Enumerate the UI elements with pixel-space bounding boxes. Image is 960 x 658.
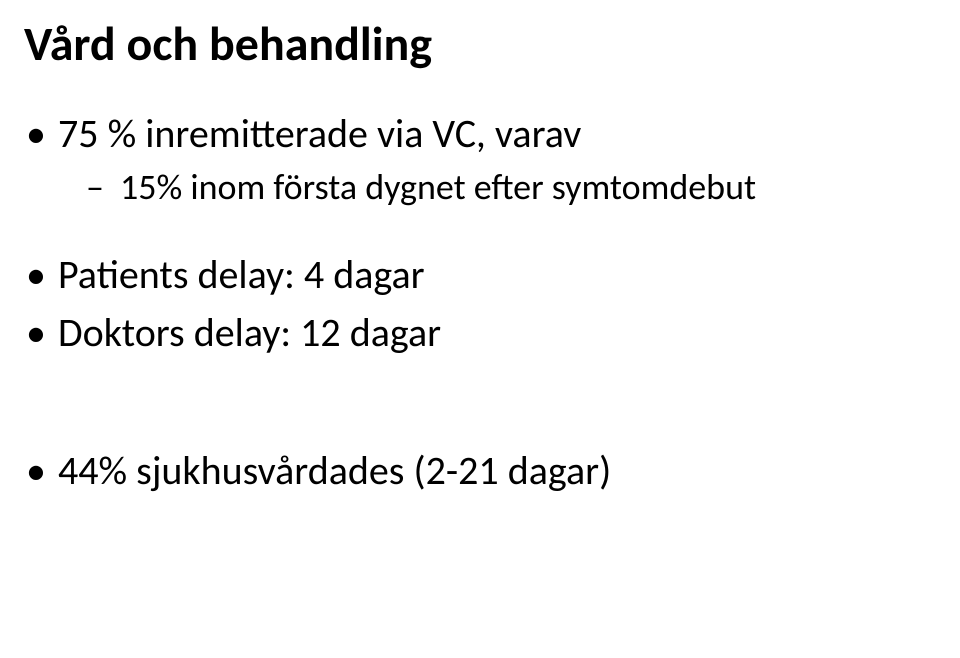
bullet-text: 44% sjukhusvårdades (2-21 dagar) xyxy=(58,446,611,495)
slide-title: Vård och behandling xyxy=(24,18,936,71)
list-item: Doktors delay: 12 dagar xyxy=(24,308,936,358)
list-item: Patients delay: 4 dagar xyxy=(24,250,936,300)
sub-list: 15% inom första dygnet efter symtomdebut xyxy=(58,165,936,210)
list-item: 15% inom första dygnet efter symtomdebut xyxy=(58,165,936,210)
bullet-text: Doktors delay: 12 dagar xyxy=(58,308,441,357)
slide: Vård och behandling 75 % inremitterade v… xyxy=(0,0,960,658)
bullet-text: Patients delay: 4 dagar xyxy=(58,250,425,299)
bullet-text: 75 % inremitterade via VC, varav xyxy=(58,109,581,158)
bullet-list: 75 % inremitterade via VC, varav 15% ino… xyxy=(24,109,936,496)
list-item: 44% sjukhusvårdades (2-21 dagar) xyxy=(24,446,936,496)
list-item: 75 % inremitterade via VC, varav 15% ino… xyxy=(24,109,936,210)
bullet-text: 15% inom första dygnet efter symtomdebut xyxy=(120,165,756,209)
